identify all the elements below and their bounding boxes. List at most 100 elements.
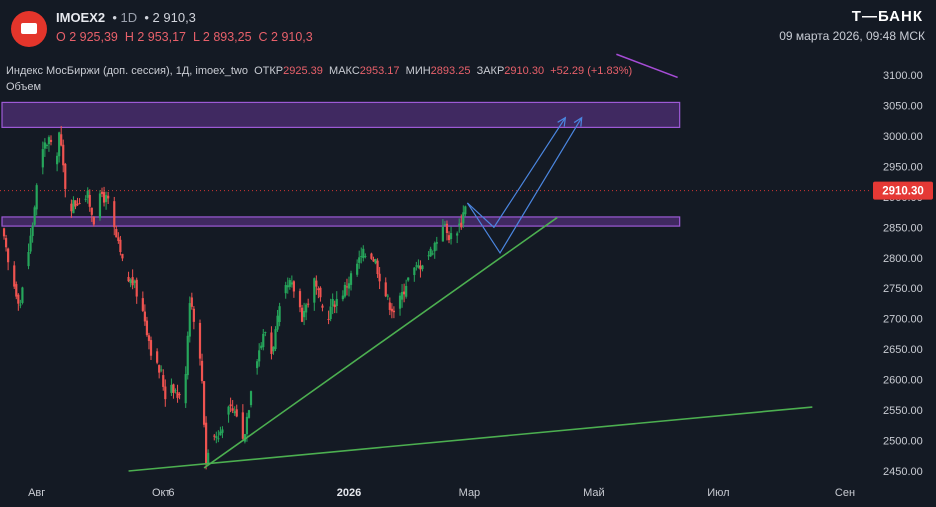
candle-body xyxy=(164,386,167,400)
candle-body xyxy=(207,452,210,465)
candle-body xyxy=(264,332,267,334)
candle-body xyxy=(449,233,453,240)
candle-body xyxy=(188,303,191,337)
candle-body xyxy=(31,225,34,236)
candle-body xyxy=(64,163,67,189)
candle-body xyxy=(443,224,447,226)
legend-open-val: 2925.39 xyxy=(283,65,323,77)
candle-body xyxy=(19,304,22,306)
candle-body xyxy=(356,263,359,275)
candle-body xyxy=(407,277,410,281)
y-tick-label: 2700.00 xyxy=(883,314,923,326)
legend-change: +52.29 (+1.83%) xyxy=(550,65,633,77)
series-name: Индекс МосБиржи (доп. сессия), 1Д, imoex… xyxy=(6,65,248,77)
candle-body xyxy=(319,287,322,298)
candle-body xyxy=(127,276,130,282)
candle-body xyxy=(256,361,259,369)
candle-body xyxy=(307,303,310,305)
candle-body xyxy=(292,281,295,292)
candle-body xyxy=(413,267,416,276)
y-tick-label: 2650.00 xyxy=(883,344,923,356)
x-tick-label: Сен xyxy=(835,487,855,499)
candle-body xyxy=(300,307,304,322)
candle-body xyxy=(333,304,336,308)
legend-high-key: МАКС xyxy=(329,65,360,77)
candle-body xyxy=(198,322,202,359)
candle-body xyxy=(35,185,38,210)
candle-body xyxy=(58,132,61,157)
candle-body xyxy=(15,284,18,297)
candle-body xyxy=(45,145,49,147)
volume-legend: Объем xyxy=(6,81,42,93)
x-tick-label: Май xyxy=(583,487,605,499)
arrow-head-icon xyxy=(557,116,567,127)
candle-body xyxy=(113,201,116,228)
candle-body xyxy=(17,294,20,304)
candle-body xyxy=(43,142,46,149)
candle-body xyxy=(70,203,73,212)
candle-body xyxy=(115,228,118,238)
candle-body xyxy=(464,206,467,215)
interval-label[interactable]: 1D xyxy=(120,10,138,25)
candle-body xyxy=(262,333,265,348)
candle-body xyxy=(358,257,361,263)
brand-name: Т—БАНК xyxy=(851,8,923,25)
candle-body xyxy=(202,381,206,425)
ohlc-low: L 2 893,25 xyxy=(192,30,252,44)
candle-body xyxy=(84,198,87,200)
candle-body xyxy=(364,256,367,258)
green-trendline xyxy=(203,216,558,469)
candle-body xyxy=(170,384,173,393)
candle-body xyxy=(384,282,387,297)
candle-body xyxy=(360,255,363,258)
candle-body xyxy=(376,260,379,275)
logo-mark-icon xyxy=(21,23,37,34)
resistance-zone xyxy=(1,216,681,227)
candle-body xyxy=(462,212,465,224)
candle-body xyxy=(331,298,334,306)
candle-body xyxy=(158,365,161,373)
candle-body xyxy=(460,222,463,228)
y-tick-label: 3050.00 xyxy=(883,100,923,112)
candle-body xyxy=(219,431,222,436)
candle-body xyxy=(88,194,91,207)
candle-body xyxy=(400,291,404,300)
candle-body xyxy=(315,280,318,287)
candle-body xyxy=(104,195,108,202)
candle-body xyxy=(133,280,136,283)
candle-body xyxy=(429,248,432,257)
legend-high-val: 2953.17 xyxy=(359,65,400,77)
indicator-legend: Индекс МосБиржи (доп. сессия), 1Д, imoex… xyxy=(6,65,632,77)
y-tick-label: 3000.00 xyxy=(883,131,923,143)
legend-low-key: МИН xyxy=(405,65,431,77)
candle-body xyxy=(286,285,289,288)
candle-body xyxy=(184,374,187,404)
candle-body xyxy=(56,155,59,165)
candle-body xyxy=(241,412,244,439)
candle-body xyxy=(447,235,451,241)
candle-body xyxy=(417,265,420,268)
candle-body xyxy=(313,278,316,303)
ohlc-high: H 2 953,17 xyxy=(124,30,186,44)
candle-body xyxy=(147,335,151,341)
candle-body xyxy=(274,329,277,350)
candle-body xyxy=(21,287,24,303)
candle-body xyxy=(290,282,293,285)
x-tick-label: Авг xyxy=(28,487,45,499)
candle-body xyxy=(29,235,32,252)
candle-body xyxy=(176,392,179,398)
candle-body xyxy=(349,273,353,285)
candle-body xyxy=(419,265,422,270)
candle-body xyxy=(72,200,75,214)
candle-body xyxy=(205,422,208,465)
candle-body xyxy=(288,280,291,287)
y-tick-label: 2750.00 xyxy=(883,283,923,295)
candle-body xyxy=(370,253,373,259)
candle-body xyxy=(186,335,189,376)
ticker-symbol[interactable]: IMOEX2 xyxy=(56,10,106,25)
candle-body xyxy=(4,238,8,248)
candle-body xyxy=(347,283,351,289)
candle-body xyxy=(49,139,53,142)
candle-body xyxy=(172,384,175,393)
